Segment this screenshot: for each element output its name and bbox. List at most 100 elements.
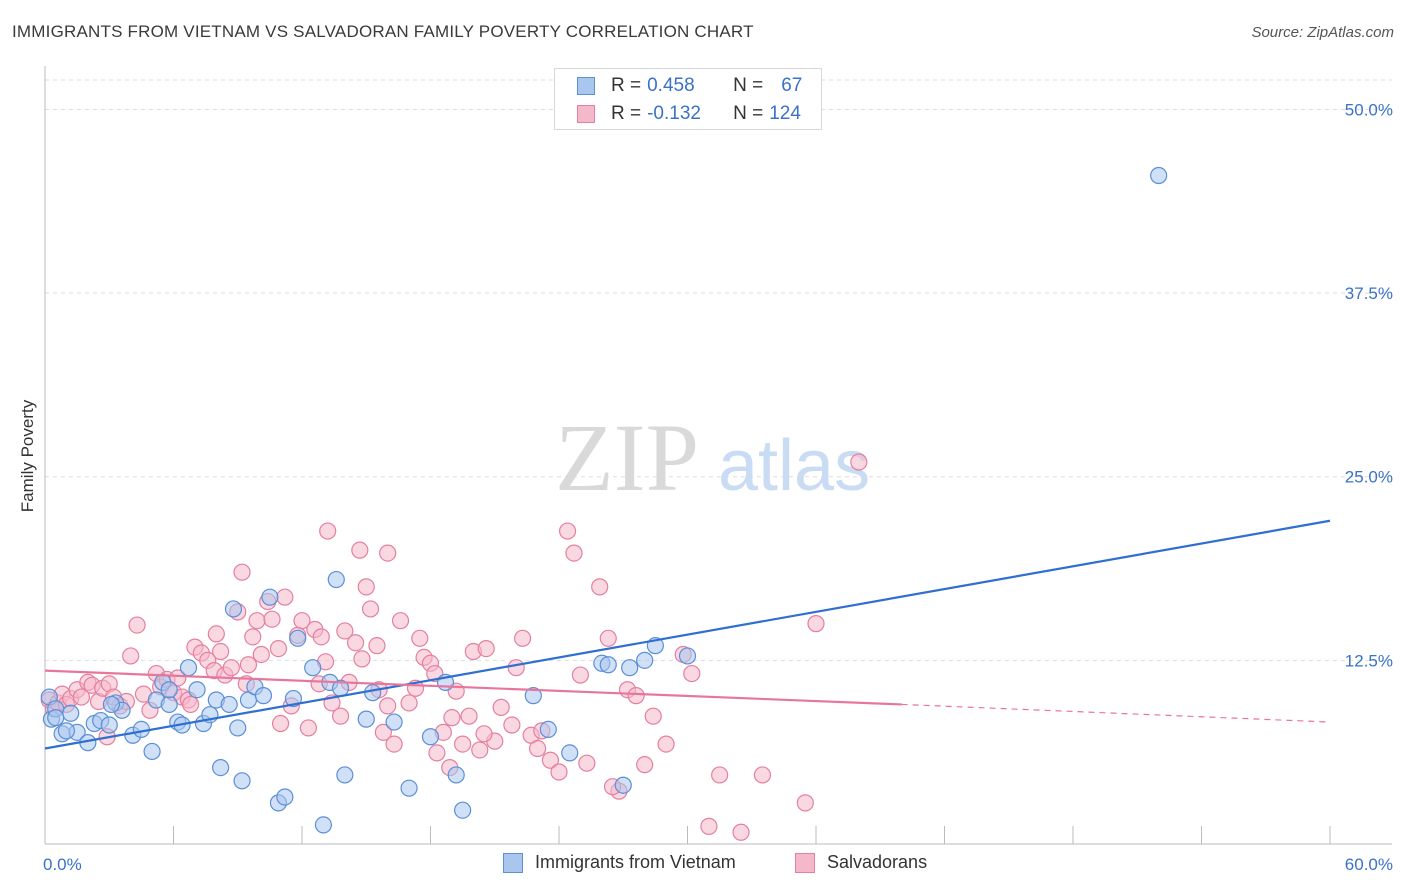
salvadorans-point (239, 656, 258, 674)
bottom-legend-vietnam: Immigrants from Vietnam (503, 852, 736, 873)
bottom-legend-swatch-pink (795, 852, 815, 873)
salvadorans-point (353, 650, 371, 668)
trend-lines (44, 519, 1331, 750)
salvadorans-point (807, 615, 825, 633)
bottom-legend-swatch-blue (503, 852, 523, 873)
salvadorans-point (550, 763, 568, 781)
legend-stats-box: R = 0.458 N = 67 R = -0.132 N = 124 (554, 68, 822, 130)
legend-n-label: N = (733, 75, 764, 96)
vietnam-point (276, 788, 294, 806)
bottom-legend-label: Immigrants from Vietnam (535, 852, 736, 872)
salvadorans-point (475, 725, 493, 743)
vietnam-point (561, 744, 579, 762)
salvadorans-point (528, 739, 547, 758)
legend-n-value: 67 (781, 75, 803, 96)
vietnam-point (233, 772, 251, 790)
salvadorans-point (248, 612, 266, 630)
vietnam-point (261, 588, 279, 606)
bottom-legend-salvadorans: Salvadorans (795, 852, 927, 873)
vietnam-point (621, 659, 639, 677)
legend-swatch-blue (577, 77, 595, 95)
salvadorans-point (657, 735, 675, 753)
watermark: ZIP atlas (555, 404, 870, 511)
legend-r-label: R = (611, 75, 642, 96)
vietnam-point (357, 710, 375, 728)
salvadorans-point (299, 719, 318, 737)
salvadorans-point (351, 541, 369, 559)
salvadorans-point (732, 823, 750, 841)
x-tick-label: 60.0% (1345, 855, 1393, 874)
salvadorans-point (477, 639, 495, 658)
salvadorans-point (128, 616, 146, 634)
salvadorans-point (331, 707, 350, 725)
vietnam-point (102, 695, 120, 714)
salvadorans-trend-line (44, 669, 902, 706)
salvadorans-point (269, 639, 288, 658)
salvadorans-point (319, 522, 337, 540)
vietnam-point (160, 695, 178, 714)
legend-row-vietnam: R = 0.458 N = 67 (577, 74, 802, 98)
salvadorans-point (513, 629, 532, 647)
legend-n-value: 124 (769, 103, 801, 124)
vietnam-point (212, 758, 230, 777)
salvadorans-point (379, 697, 397, 715)
vietnam-point (179, 659, 198, 677)
salvadorans-point (683, 664, 701, 683)
salvadorans-point (711, 766, 729, 784)
salvadorans-point (571, 666, 590, 684)
y-tick-label: 25.0% (1345, 468, 1393, 487)
salvadorans-point (357, 578, 375, 596)
vietnam-point (314, 816, 333, 834)
salvadorans-point (492, 698, 510, 716)
salvadorans-point (578, 754, 596, 772)
x-tick-labels: 0.0% 60.0% (43, 855, 1393, 874)
y-tick-label: 37.5% (1345, 284, 1393, 303)
vietnam-point (57, 722, 76, 740)
vietnam-point (327, 570, 345, 589)
salvadorans-point (636, 756, 654, 774)
vietnam-point (447, 766, 465, 784)
salvadorans-point (222, 659, 240, 677)
vietnam-point (188, 681, 206, 699)
vietnam-point (400, 779, 418, 797)
source-label: Source: ZipAtlas.com (1251, 24, 1394, 41)
vietnam-point (47, 709, 65, 727)
salvadorans-point (591, 578, 609, 596)
vietnam-point (364, 684, 382, 702)
salvadorans-point (460, 707, 478, 725)
salvadorans-point (850, 453, 868, 471)
salvadorans-point (503, 716, 521, 734)
vietnam-point (1150, 166, 1168, 185)
salvadorans-point (276, 588, 294, 606)
vietnam-point (599, 656, 617, 674)
salvadorans-point (541, 751, 560, 769)
salvadorans-point (368, 637, 386, 655)
y-axis-label: Family Poverty (18, 399, 37, 513)
y-tick-label: 50.0% (1345, 100, 1393, 119)
vietnam-point (304, 659, 322, 677)
salvadorans-point (565, 544, 583, 562)
vietnam-point (539, 720, 557, 739)
watermark-zip: ZIP (555, 404, 699, 511)
salvadorans-point (428, 744, 446, 762)
vietnam-point (220, 695, 238, 714)
vietnam-point (636, 651, 654, 669)
vietnam-point (421, 728, 440, 746)
salvadorans-point (244, 628, 262, 646)
salvadorans-point (385, 735, 403, 753)
salvadorans-point (627, 687, 645, 705)
vietnam-point (62, 704, 80, 722)
salvadorans-point (312, 628, 330, 646)
y-tick-labels: 12.5% 25.0% 37.5% 50.0% (1345, 100, 1393, 670)
salvadorans-point (411, 629, 429, 647)
salvadorans-point (644, 707, 662, 725)
vietnam-point (100, 716, 118, 734)
vietnam-point (524, 687, 542, 705)
legend-swatch-pink (577, 105, 595, 123)
vietnam-point (336, 766, 354, 784)
vietnam-point (254, 687, 273, 705)
salvadorans-point (558, 522, 577, 540)
salvadorans-point (252, 645, 270, 664)
salvadorans-point (182, 695, 200, 714)
